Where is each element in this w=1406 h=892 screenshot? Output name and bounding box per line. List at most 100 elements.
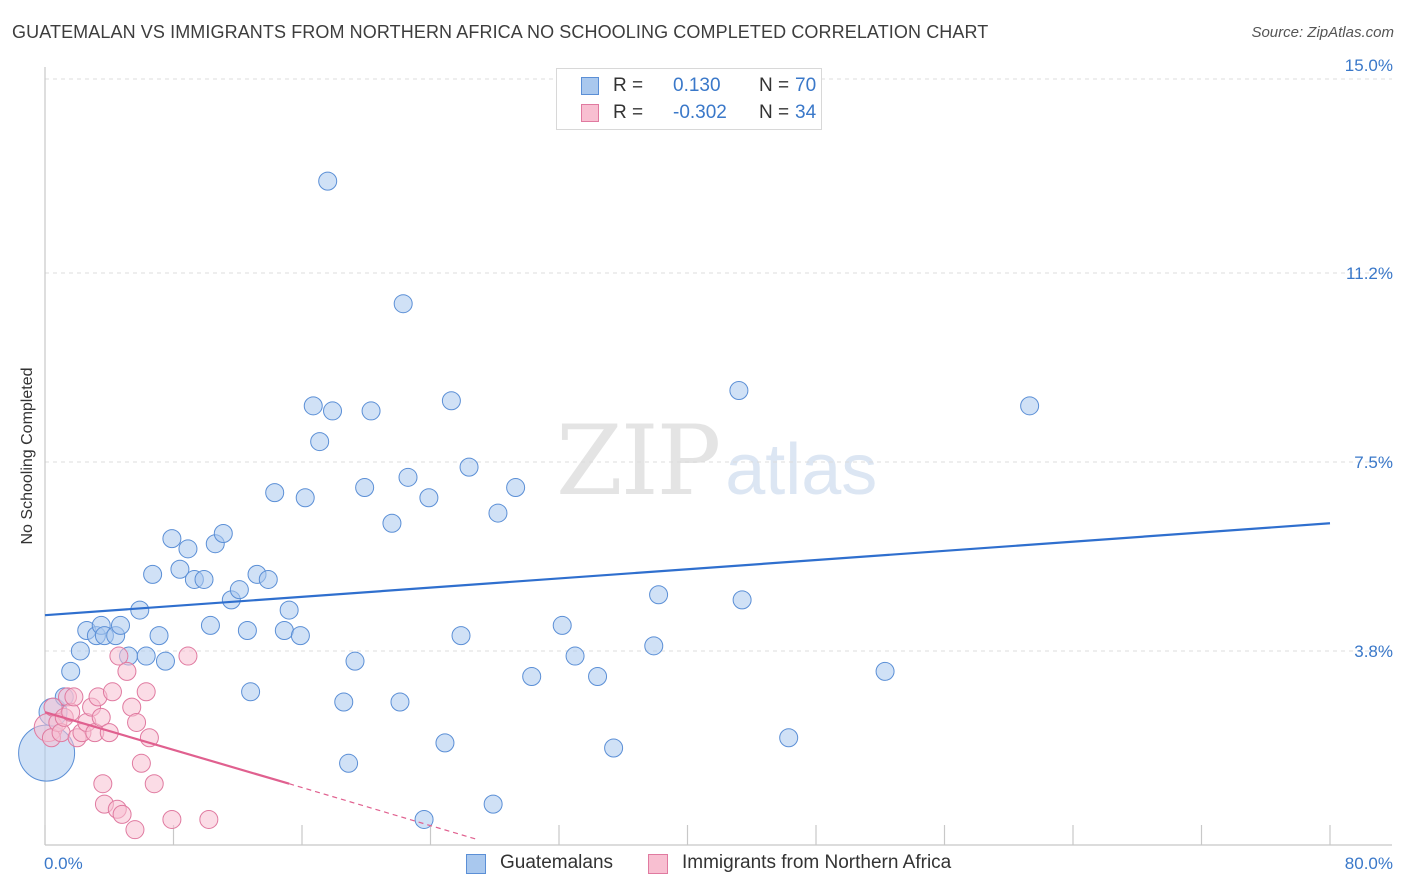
series-guatemalans xyxy=(18,171,1040,829)
data-point xyxy=(200,615,220,635)
data-point xyxy=(61,661,81,681)
source-credit: Source: ZipAtlas.com xyxy=(1251,24,1394,41)
data-point xyxy=(178,646,198,666)
data-point xyxy=(130,600,150,620)
data-point xyxy=(265,483,285,503)
data-point xyxy=(506,478,526,498)
data-point xyxy=(110,615,130,635)
data-point xyxy=(414,809,434,829)
grid-lines xyxy=(45,78,1392,652)
data-point xyxy=(565,646,585,666)
x-tick-label-min: 0.0% xyxy=(44,854,83,873)
x-tick-label-max: 80.0% xyxy=(1345,854,1393,873)
y-tick-label: 7.5% xyxy=(1354,453,1393,472)
data-point xyxy=(483,794,503,814)
data-point xyxy=(339,753,359,773)
n-label: N = xyxy=(759,102,790,123)
data-point xyxy=(522,666,542,686)
n-value: 34 xyxy=(795,102,817,123)
trend-lines xyxy=(44,522,1331,841)
data-point xyxy=(310,432,330,452)
r-label: R = xyxy=(613,102,644,123)
legend-swatch-guatemalans xyxy=(466,854,486,874)
data-point xyxy=(213,523,233,543)
data-point xyxy=(1020,396,1040,416)
data-point xyxy=(241,682,261,702)
data-point xyxy=(229,580,249,600)
data-point xyxy=(345,651,365,671)
data-point xyxy=(237,621,257,641)
data-point xyxy=(644,636,664,656)
data-point xyxy=(323,401,343,421)
data-point xyxy=(194,569,214,589)
data-point xyxy=(318,171,338,191)
data-point xyxy=(143,564,163,584)
watermark-atlas: atlas xyxy=(725,430,878,510)
data-point xyxy=(102,682,122,702)
data-point xyxy=(199,809,219,829)
data-point xyxy=(290,626,310,646)
y-tick-label: 3.8% xyxy=(1354,642,1393,661)
data-point xyxy=(112,804,132,824)
data-point xyxy=(136,646,156,666)
data-point xyxy=(393,294,413,314)
tick-labels: 3.8% 7.5% 11.2% 15.0% 0.0% 80.0% xyxy=(44,56,1393,873)
data-point xyxy=(488,503,508,523)
data-point xyxy=(649,585,669,605)
watermark: ZIPatlas xyxy=(556,405,877,517)
y-tick-label: 11.2% xyxy=(1346,264,1393,283)
r-label: R = xyxy=(613,75,644,96)
legend-label: Immigrants from Northern Africa xyxy=(682,852,952,873)
data-point xyxy=(149,626,169,646)
n-label: N = xyxy=(759,75,790,96)
data-point xyxy=(398,467,418,487)
data-point xyxy=(382,513,402,533)
data-point xyxy=(729,381,749,401)
series-immigrants-northern-africa xyxy=(33,646,219,840)
trend-line-extension xyxy=(288,783,479,841)
data-point xyxy=(258,569,278,589)
data-point xyxy=(334,692,354,712)
data-point xyxy=(588,666,608,686)
data-point xyxy=(604,738,624,758)
data-point xyxy=(155,651,175,671)
data-point xyxy=(125,820,145,840)
data-point xyxy=(303,396,323,416)
data-point xyxy=(441,391,461,411)
data-point xyxy=(390,692,410,712)
data-point xyxy=(732,590,752,610)
trend-line xyxy=(44,711,290,785)
data-point xyxy=(435,733,455,753)
legend-label: Guatemalans xyxy=(500,852,614,873)
data-point xyxy=(779,728,799,748)
data-point xyxy=(93,774,113,794)
data-point xyxy=(131,753,151,773)
stats-swatch-immigrants xyxy=(581,104,599,122)
stats-swatch-guatemalans xyxy=(581,77,599,95)
data-point xyxy=(91,707,111,727)
data-point xyxy=(162,809,182,829)
r-value: -0.302 xyxy=(673,102,727,123)
data-point xyxy=(162,529,182,549)
axes xyxy=(44,67,1392,846)
data-point xyxy=(136,682,156,702)
correlation-stats-box: R = 0.130 N = 70 R = -0.302 N = 34 xyxy=(556,68,822,130)
n-value: 70 xyxy=(795,75,817,96)
data-point xyxy=(178,539,198,559)
legend-swatch-immigrants xyxy=(648,854,668,874)
data-point xyxy=(117,661,137,681)
data-point xyxy=(109,646,129,666)
data-point xyxy=(279,600,299,620)
data-point xyxy=(451,626,471,646)
y-tick-label: 15.0% xyxy=(1345,56,1393,75)
data-point xyxy=(51,723,71,743)
data-point xyxy=(144,774,164,794)
data-point xyxy=(459,457,479,477)
trend-line xyxy=(44,522,1331,617)
data-point xyxy=(274,621,294,641)
watermark-zip: ZIP xyxy=(556,405,721,517)
data-point xyxy=(295,488,315,508)
data-point xyxy=(355,478,375,498)
data-point xyxy=(64,687,84,707)
